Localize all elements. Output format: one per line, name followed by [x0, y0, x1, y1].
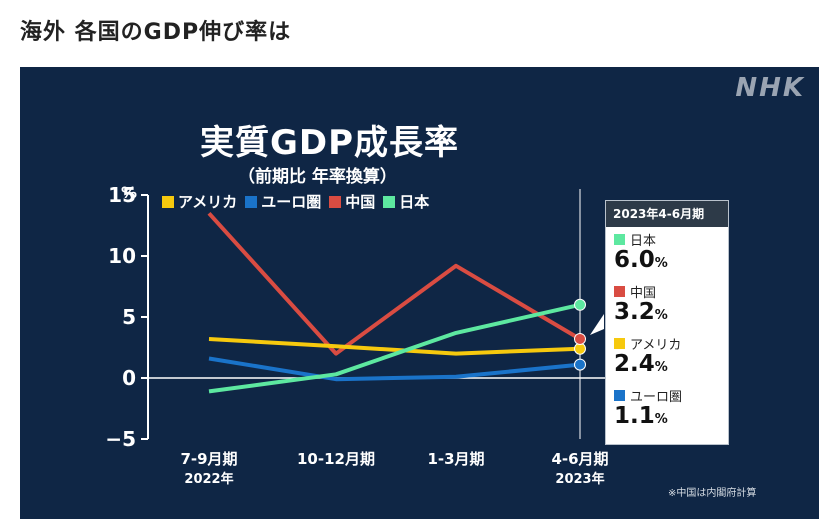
series-line-japan: [208, 302, 581, 394]
plot-area: 15 10 5 0 −5 7-9月期 10-12月期 1-3月期 4-6月期 2022年 2023年: [105, 183, 618, 487]
y-tick-label: 5: [122, 305, 136, 329]
info-unit-euro: %: [654, 412, 668, 427]
info-swatch-euro: [614, 390, 625, 401]
info-name-china: 中国: [630, 286, 657, 301]
chart-subtitle: （前期比 年率換算）: [238, 167, 397, 187]
chart-legend: アメリカ ユーロ圏 中国 日本: [162, 191, 429, 212]
info-box-pointer: [590, 314, 604, 335]
chart-title: 実質GDP成長率: [200, 123, 460, 163]
legend-swatch-euro: [245, 195, 258, 208]
info-value-america: 2.4: [614, 351, 655, 377]
legend-label-japan: 日本: [399, 193, 430, 211]
x-tick-label: 10-12月期: [297, 450, 375, 468]
info-swatch-japan: [614, 234, 625, 245]
legend-swatch-america: [162, 195, 174, 208]
page-heading: 海外 各国のGDP伸び率は: [20, 20, 292, 45]
info-box-title: 2023年4-6月期: [606, 201, 728, 227]
y-axis-unit: %: [121, 183, 138, 202]
chart-panel: NHK 実質GDP成長率 （前期比 年率換算） % アメリカ ユーロ圏 中国 日…: [20, 67, 819, 519]
info-value-japan: 6.0: [614, 247, 655, 273]
series-end-point-china: [574, 332, 586, 345]
info-entry-china: 中国 3.2%: [606, 279, 728, 331]
legend-label-china: 中国: [345, 193, 376, 211]
legend-item-japan: 日本: [383, 191, 429, 212]
series-line-america: [208, 337, 581, 356]
nhk-logo: NHK: [735, 73, 805, 103]
info-value-euro: 1.1: [614, 403, 655, 429]
legend-label-america: アメリカ: [178, 193, 238, 211]
info-entry-euro: ユーロ圏 1.1%: [606, 383, 728, 435]
y-tick-label: 15: [108, 183, 136, 207]
info-value-china: 3.2: [614, 299, 655, 325]
year-label: 2022年: [184, 471, 233, 487]
legend-item-america: アメリカ: [162, 191, 237, 212]
legend-item-china: 中国: [329, 191, 375, 212]
info-swatch-china: [614, 286, 625, 297]
y-tick-label: 0: [122, 366, 136, 390]
series-end-point-japan: [574, 298, 586, 311]
info-name-japan: 日本: [630, 234, 657, 249]
info-swatch-america: [614, 338, 625, 349]
legend-swatch-japan: [383, 195, 396, 208]
series-line-euro: [208, 356, 581, 382]
y-tick-label: −5: [105, 427, 136, 451]
y-tick-label: 10: [108, 244, 136, 268]
info-box: 2023年4-6月期 日本 6.0% 中国 3.2% アメリカ 2.4% ユーロ…: [605, 200, 729, 445]
info-entry-america: アメリカ 2.4%: [606, 331, 728, 383]
info-entry-japan: 日本 6.0%: [606, 227, 728, 279]
info-unit-japan: %: [654, 256, 668, 271]
series-end-point-euro: [574, 358, 586, 371]
year-label: 2023年: [555, 471, 604, 487]
x-tick-label: 4-6月期: [551, 450, 608, 468]
info-unit-china: %: [654, 308, 668, 323]
legend-label-euro: ユーロ圏: [261, 193, 322, 211]
legend-swatch-china: [329, 195, 342, 208]
info-unit-america: %: [654, 360, 668, 375]
legend-item-euro: ユーロ圏: [245, 191, 321, 212]
x-tick-label: 7-9月期: [180, 450, 237, 468]
info-name-euro: ユーロ圏: [630, 390, 683, 405]
series-line-china: [207, 211, 582, 356]
info-name-america: アメリカ: [630, 338, 682, 353]
footnote: ※中国は内閣府計算: [668, 488, 757, 499]
x-tick-label: 1-3月期: [427, 450, 484, 468]
